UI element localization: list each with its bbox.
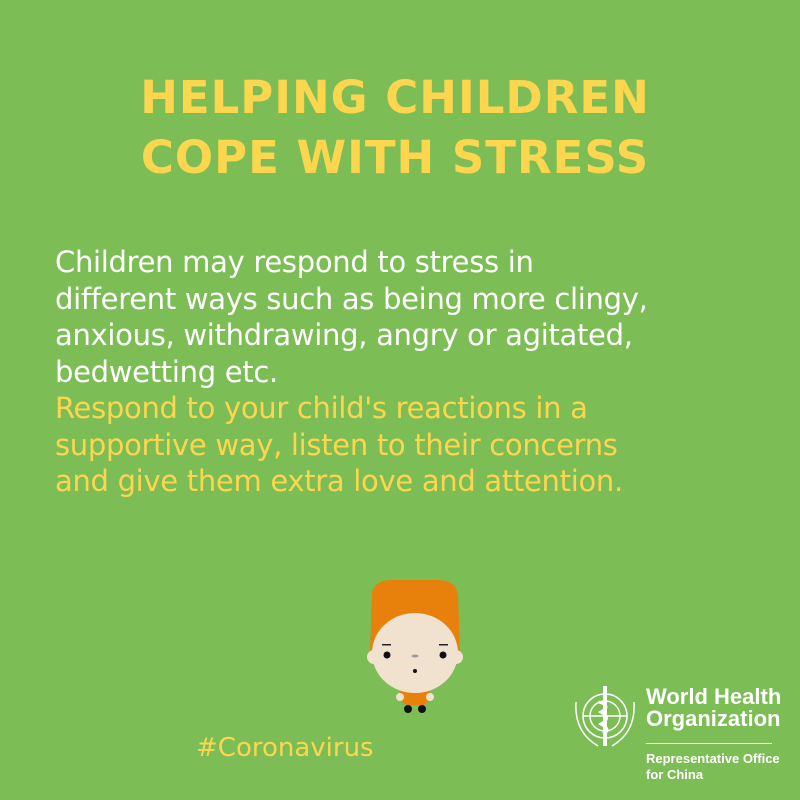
- advice-line: Respond to your child's reactions in a: [55, 391, 588, 425]
- body-text: Children may respond to stress in differ…: [55, 244, 648, 500]
- who-emblem-icon: [575, 686, 635, 747]
- child-icon: [367, 580, 463, 713]
- who-logo-name: World Health Organization: [646, 684, 782, 731]
- page-title: HELPING CHILDREN COPE WITH STRESS: [0, 68, 790, 188]
- advice-line: supportive way, listen to their concerns: [55, 427, 618, 462]
- title-line: HELPING CHILDREN: [140, 71, 650, 124]
- body-line: anxious, withdrawing, angry or agitated,: [55, 318, 633, 352]
- body-line: bedwetting etc.: [55, 354, 278, 389]
- who-logo-subtitle: Representative Office for China: [646, 751, 780, 782]
- advice-line: and give them extra love and attention.: [55, 464, 623, 498]
- logo-divider: [646, 743, 772, 744]
- hashtag: #Coronavirus: [196, 733, 374, 763]
- title-line: COPE WITH STRESS: [140, 131, 650, 184]
- body-line: different ways such as being more clingy…: [55, 281, 648, 316]
- body-line: Children may respond to stress in: [55, 245, 534, 279]
